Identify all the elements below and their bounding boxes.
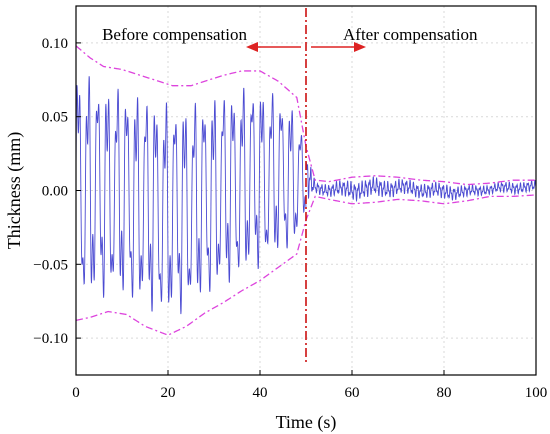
after-arrow-head: [354, 42, 366, 52]
before-arrow-head: [246, 42, 258, 52]
axis-ticks: 0 20 40 60 80 100 −0.10 −0.05 0.00 0.05 0.10: [33, 36, 547, 401]
before-compensation-label: Before compensation: [102, 25, 247, 44]
annotations: Before compensation After compensation: [102, 8, 478, 363]
y-tick-label: 0.00: [42, 184, 68, 200]
signal-series: [75, 76, 537, 315]
signal-line-segment-1: [305, 162, 537, 203]
x-tick-label: 40: [253, 385, 268, 401]
y-axis-title: Thickness (mm): [4, 132, 25, 249]
y-tick-label: −0.10: [33, 331, 68, 347]
y-tick-label: 0.10: [42, 36, 68, 52]
x-tick-label: 20: [161, 385, 176, 401]
x-tick-label: 80: [437, 385, 452, 401]
x-axis-title: Time (s): [276, 412, 337, 433]
after-compensation-label: After compensation: [343, 25, 478, 44]
x-tick-label: 60: [345, 385, 360, 401]
y-tick-label: −0.05: [33, 257, 68, 273]
y-tick-label: 0.05: [42, 110, 68, 126]
x-tick-label: 100: [525, 385, 548, 401]
signal-line-segment-0: [75, 76, 307, 315]
x-tick-label: 0: [72, 385, 80, 401]
